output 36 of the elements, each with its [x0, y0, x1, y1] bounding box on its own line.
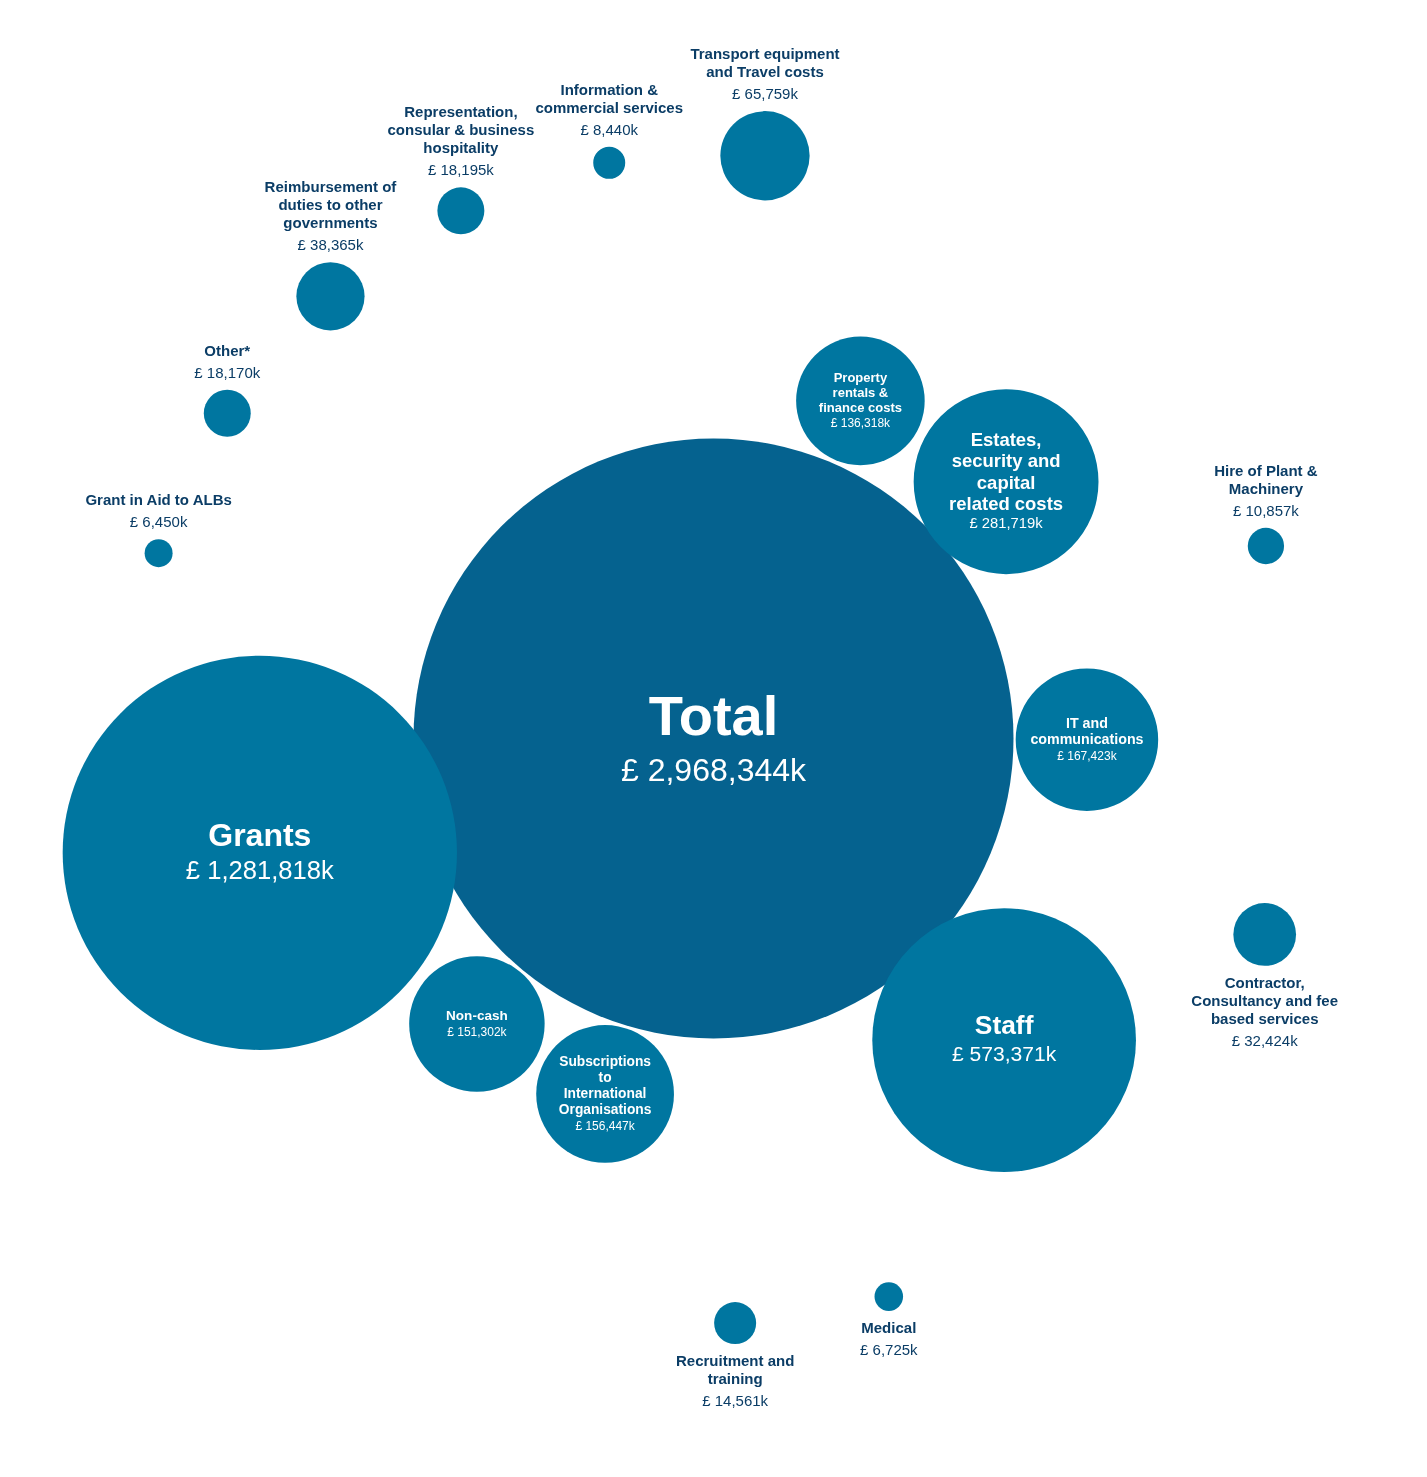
category-label: Representation, consular & business hospitality: [387, 103, 535, 157]
category-label: Estates, security and capital related costs: [949, 429, 1064, 514]
data-label: £ 1,281,818k: [185, 856, 335, 885]
data-label: £ 151,302k: [447, 1024, 508, 1039]
category-label: Staff: [974, 1010, 1034, 1041]
data-label: £ 10,857k: [1232, 501, 1300, 519]
data-label: £ 281,719k: [969, 515, 1044, 532]
category-label: Total: [648, 683, 779, 747]
data-label: £ 8,440k: [580, 120, 639, 138]
data-label: £ 2,968,344k: [620, 751, 808, 788]
data-label: £ 167,423k: [1057, 749, 1118, 764]
data-label: £ 38,365k: [297, 236, 364, 254]
category-label: Recruitment and training: [675, 1352, 795, 1388]
category-label: Medical: [861, 1318, 917, 1336]
data-label: £ 14,561k: [702, 1392, 769, 1410]
category-label: Hire of Plant & Machinery: [1214, 461, 1318, 497]
category-label: Grant in Aid to ALBs: [85, 491, 232, 509]
category-label: Transport equipment and Travel costs: [690, 45, 840, 81]
data-label: £ 136,318k: [830, 416, 892, 431]
data-label: £ 573,371k: [951, 1042, 1057, 1066]
category-label: Information & commercial services: [535, 80, 684, 116]
data-label: £ 156,447k: [575, 1118, 636, 1133]
data-label: £ 18,170k: [194, 363, 261, 381]
category-label: Contractor, Consultancy and fee based services: [1191, 973, 1339, 1027]
category-label: Subscriptions to International Organisations: [558, 1054, 652, 1117]
data-label: £ 6,725k: [860, 1340, 919, 1358]
data-label: £ 18,195k: [427, 161, 495, 179]
category-label: Grants: [208, 817, 312, 854]
category-label: Non-cash: [446, 1008, 508, 1024]
data-label: £ 65,759k: [732, 85, 799, 103]
category-label: Property rentals & finance costs: [818, 370, 902, 416]
category-label: Other*: [204, 341, 251, 359]
category-label: IT and communications: [1030, 714, 1144, 748]
data-label: £ 32,424k: [1231, 1031, 1299, 1049]
category-label: Reimbursement of duties to other governments: [264, 178, 398, 232]
data-label: £ 6,450k: [129, 513, 188, 531]
